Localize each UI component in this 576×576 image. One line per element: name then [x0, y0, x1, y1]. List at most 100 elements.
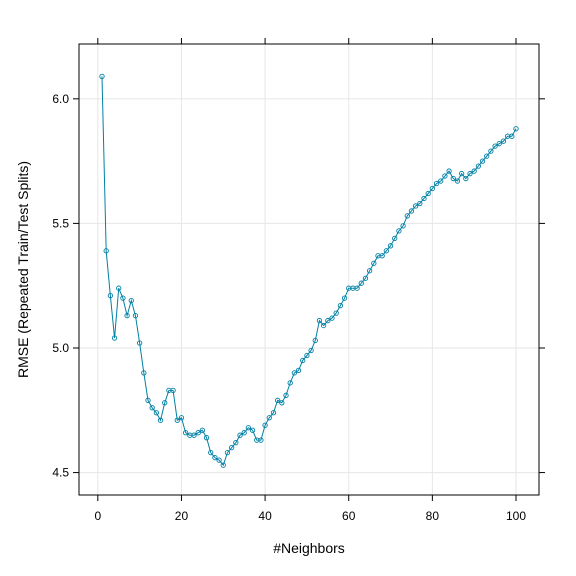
data-point — [500, 138, 507, 144]
data-point — [249, 427, 256, 433]
data-point — [199, 427, 206, 433]
data-point — [262, 422, 268, 428]
data-point — [107, 293, 114, 299]
data-point — [341, 295, 348, 301]
data-point — [446, 168, 452, 174]
x-tick-label: 80 — [426, 509, 440, 523]
data-point — [379, 253, 385, 259]
data-point — [291, 370, 298, 376]
data-point — [362, 275, 369, 281]
data-point — [216, 457, 222, 463]
data-point — [417, 200, 423, 207]
data-point — [141, 370, 147, 376]
data-point — [132, 312, 139, 319]
data-point — [320, 322, 327, 329]
data-point — [220, 462, 226, 468]
data-point — [295, 367, 302, 374]
data-point — [366, 268, 373, 274]
data-point — [450, 175, 456, 182]
data-point — [396, 228, 402, 234]
data-point — [111, 335, 118, 341]
data-point — [136, 340, 143, 346]
data-point — [274, 397, 281, 403]
data-point — [479, 158, 486, 164]
data-point — [270, 410, 277, 416]
data-point — [492, 143, 498, 149]
data-point — [467, 170, 473, 177]
data-point — [174, 417, 180, 423]
data-point — [195, 430, 201, 436]
data-point — [304, 352, 310, 359]
data-point — [329, 315, 335, 321]
data-point — [392, 235, 398, 242]
axis-ticks: 0 20 40 60 80 100 4.5 5.0 5.5 6.0 — [52, 38, 545, 523]
data-point — [442, 173, 448, 179]
data-point — [421, 195, 427, 202]
series-line — [101, 76, 517, 467]
data-point — [488, 148, 494, 154]
x-tick-label: 0 — [94, 509, 101, 523]
data-point — [387, 243, 394, 249]
data-point — [458, 170, 465, 177]
data-point — [337, 302, 344, 309]
data-point — [228, 445, 235, 451]
data-point — [124, 312, 130, 319]
data-point — [463, 175, 469, 182]
data-point — [312, 337, 318, 344]
data-point — [404, 213, 410, 219]
data-point — [182, 430, 189, 436]
x-tick-label: 100 — [506, 509, 526, 523]
data-point — [358, 280, 364, 286]
data-point — [325, 317, 331, 324]
data-point — [128, 297, 134, 304]
data-point — [237, 432, 243, 438]
x-tick-label: 60 — [342, 509, 356, 523]
data-point — [170, 387, 176, 393]
data-point — [425, 190, 431, 197]
data-point — [233, 440, 239, 446]
data-point — [300, 357, 306, 364]
data-point — [484, 153, 490, 159]
data-point — [433, 180, 440, 187]
x-tick-label: 40 — [258, 509, 272, 523]
plot-frame — [78, 43, 540, 496]
data-point — [157, 417, 164, 423]
data-point — [408, 208, 415, 214]
data-point — [245, 425, 252, 431]
data-point — [203, 435, 210, 441]
data-point — [471, 168, 477, 174]
data-point — [153, 410, 160, 416]
data-point — [241, 430, 247, 436]
x-axis-title: #Neighbors — [273, 540, 345, 556]
data-point — [224, 449, 231, 456]
data-point — [208, 449, 214, 456]
y-tick-label: 5.5 — [52, 216, 69, 230]
data-point — [287, 380, 293, 386]
data-point — [258, 437, 264, 443]
data-point — [475, 163, 482, 169]
data-point — [99, 73, 105, 80]
data-point — [103, 248, 109, 254]
data-point — [454, 178, 461, 184]
data-point — [438, 178, 444, 184]
data-point — [162, 400, 168, 406]
x-tick-label: 20 — [175, 509, 189, 523]
data-point — [316, 317, 323, 324]
data-point — [496, 141, 502, 147]
data-point — [191, 432, 197, 438]
data-point — [116, 285, 122, 291]
series-layer — [99, 73, 519, 468]
data-point — [371, 260, 377, 266]
grid — [79, 44, 539, 495]
data-point — [120, 295, 126, 301]
data-point — [283, 392, 289, 398]
data-point — [178, 415, 185, 421]
y-tick-label: 6.0 — [52, 92, 69, 106]
data-point — [400, 223, 406, 229]
data-point — [145, 397, 151, 403]
data-point — [333, 310, 339, 316]
data-point — [308, 347, 314, 354]
y-tick-label: 4.5 — [52, 466, 69, 480]
data-point — [513, 126, 519, 132]
